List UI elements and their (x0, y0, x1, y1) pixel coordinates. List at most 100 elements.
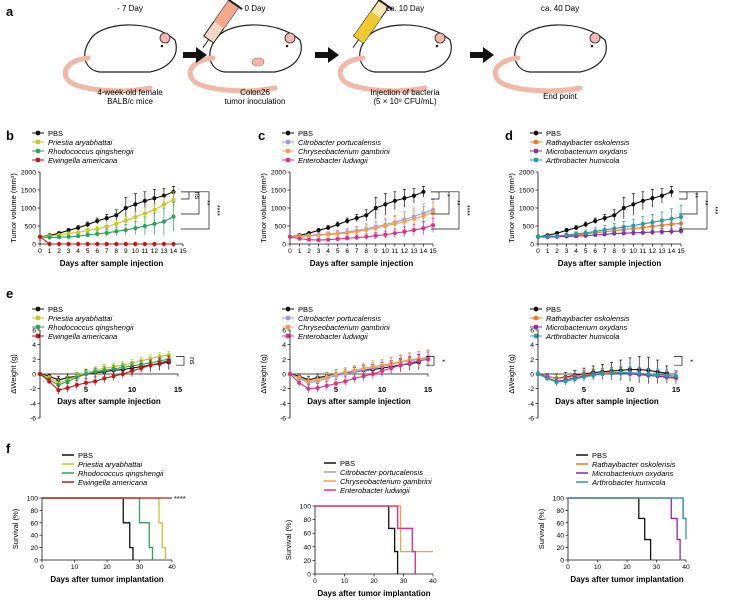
y-tick-label: 0 (530, 372, 534, 379)
data-point (535, 234, 541, 239)
data-point (123, 227, 128, 233)
y-tick-label: -6 (30, 416, 36, 423)
x-tick-label: 10 (132, 248, 140, 255)
data-point (631, 230, 636, 235)
data-point (678, 214, 684, 220)
data-point (104, 230, 109, 235)
significance-bracket (431, 191, 440, 200)
series-line (568, 497, 652, 560)
legend-label: Citrobacter portucalensis (298, 138, 381, 147)
y-axis-label: Survival (%) (537, 508, 546, 549)
significance-label: ** (701, 200, 708, 206)
timeline-caption-2a: Colon26 (240, 88, 270, 97)
y-tick-label: 4 (282, 342, 286, 349)
y-tick-label: 20 (30, 545, 38, 552)
legend-label: PBS (592, 451, 607, 460)
arrow-icon (315, 47, 339, 63)
significance-bracket (181, 191, 210, 230)
data-point (554, 379, 559, 385)
x-tick-label: 2 (555, 248, 559, 255)
data-point (85, 241, 90, 247)
data-point (392, 231, 397, 236)
x-tick-label: 8 (612, 248, 616, 255)
y-tick-label: 2000 (271, 170, 286, 177)
series-line (568, 497, 681, 560)
data-point (612, 213, 617, 218)
data-point (354, 235, 359, 240)
panel-label-b: b (6, 128, 14, 143)
y-tick-label: 2 (530, 357, 534, 364)
data-point (383, 223, 388, 229)
data-point (56, 388, 61, 393)
x-tick-label: 13 (160, 248, 168, 255)
data-point (104, 224, 109, 229)
x-tick-label: 30 (136, 564, 144, 571)
x-axis-label: Days after tumor implantation (50, 575, 163, 584)
series-line (537, 230, 682, 238)
x-tick-label: 6 (95, 248, 99, 255)
timeline-day-4: ca. 40 Day (541, 4, 579, 13)
data-point (411, 227, 417, 233)
data-point (316, 228, 321, 233)
y-axis-label: Tumor volume (mm³) (507, 173, 516, 243)
data-point (640, 230, 645, 235)
data-point (421, 226, 426, 231)
legend-marker (285, 157, 291, 163)
data-point (306, 386, 311, 391)
legend-label: Rhodococcus qingshengii (48, 323, 134, 332)
data-point (664, 373, 669, 378)
series-line (315, 505, 416, 574)
data-point (37, 234, 43, 239)
legend-label: PBS (340, 459, 355, 468)
data-point (345, 218, 350, 224)
y-tick-label: -4 (30, 401, 36, 408)
data-point (114, 213, 119, 218)
legend-marker (285, 130, 291, 136)
y-tick-label: 1000 (21, 206, 36, 213)
x-tick-label: 10 (630, 248, 638, 255)
data-point (123, 205, 128, 211)
y-axis-label: ΔWeight (g) (259, 354, 268, 394)
x-tick-label: 30 (400, 578, 408, 585)
x-tick-label: 12 (151, 248, 159, 255)
legend-marker (285, 315, 291, 321)
x-axis-label: Days after sample injection (310, 259, 414, 268)
data-point (593, 229, 598, 234)
data-point (152, 196, 157, 201)
x-tick-label: 10 (71, 564, 79, 571)
x-tick-label: 10 (128, 385, 136, 394)
data-point (361, 366, 366, 371)
y-axis-label: Tumor volume (mm³) (259, 173, 268, 243)
x-tick-label: 0 (38, 248, 42, 255)
legend-label: Rathayibacter oskolensis (546, 314, 630, 323)
data-point (398, 363, 403, 368)
panel-label-a: a (6, 4, 14, 19)
y-tick-label: 40 (303, 544, 311, 551)
data-point (114, 229, 119, 234)
y-tick-label: 80 (303, 517, 311, 524)
data-point (650, 196, 655, 201)
y-tick-label: -2 (280, 386, 286, 393)
y-tick-label: 0 (530, 242, 534, 249)
data-point (402, 219, 407, 224)
x-tick-label: 1 (48, 248, 52, 255)
timeline-caption-3b: (5 × 10⁹ CFU/mL) (373, 97, 437, 106)
x-tick-label: 14 (170, 248, 178, 255)
x-tick-label: 9 (374, 248, 378, 255)
timeline-day-1: - 7 Day (117, 4, 143, 13)
legend-label: PBS (546, 129, 561, 138)
panel-label-c: c (258, 128, 265, 143)
significance-label: * (438, 359, 445, 362)
data-point (621, 224, 626, 230)
data-point (47, 235, 52, 240)
significance-bracket (679, 191, 708, 230)
y-tick-label: -4 (528, 401, 534, 408)
y-tick-label: 2000 (519, 170, 534, 177)
x-tick-label: 15 (429, 248, 437, 255)
y-tick-label: 40 (30, 533, 38, 540)
x-tick-label: 0 (40, 564, 44, 571)
